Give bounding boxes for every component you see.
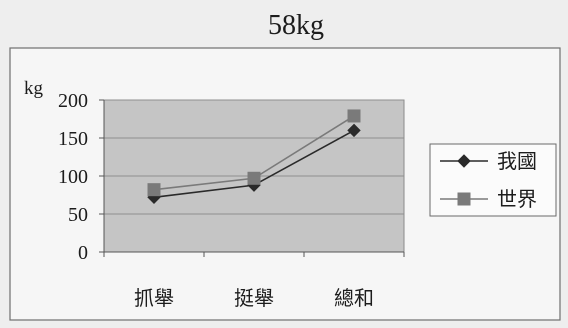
y-tick-label: 50 [68,204,88,226]
x-tick-labels: 抓舉 挺舉 總和 [134,287,374,310]
legend-label: 世界 [497,188,537,211]
legend-label: 我國 [497,150,537,173]
y-tick-labels: 0 50 100 150 200 [58,90,88,264]
y-tick-label: 100 [58,166,88,188]
x-tick-label: 抓舉 [134,287,174,310]
series-layer [147,109,361,204]
legend-box [429,143,557,217]
x-tick-label: 挺舉 [234,287,274,310]
y-axis-label: kg [24,78,44,99]
y-tick-label: 0 [78,242,88,264]
data-point-marker [347,123,361,138]
data-point-marker [347,109,361,123]
x-tick-label: 總和 [334,287,374,310]
y-tick-label: 150 [58,128,88,150]
legend-marker [457,154,471,168]
axes [99,99,405,257]
y-tick-label: 200 [58,90,88,112]
legend-marker [457,192,471,206]
chart-title: 58kg [268,10,324,41]
data-point-marker [247,171,261,185]
data-point-marker [147,183,161,197]
